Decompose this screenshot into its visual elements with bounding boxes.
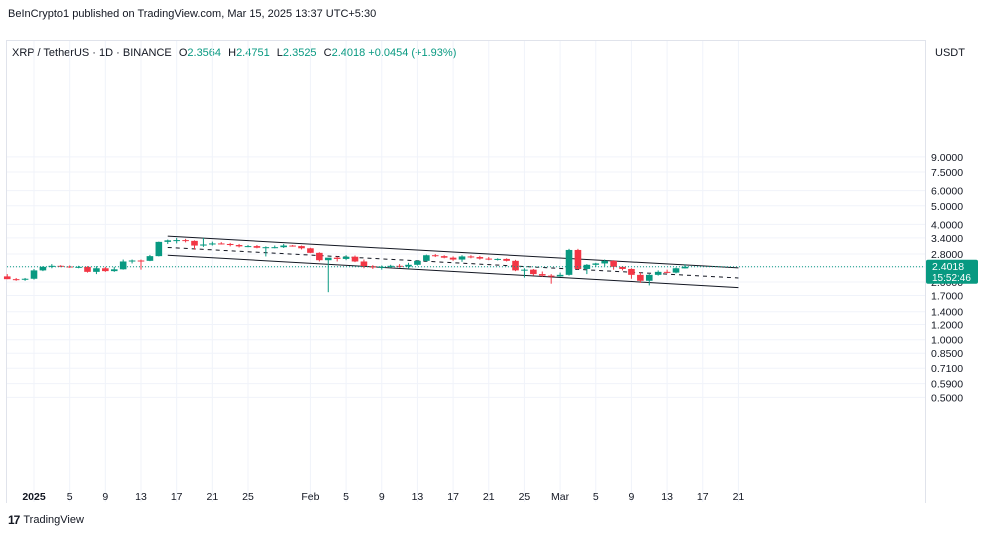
price-tick-label: 0.7100	[931, 363, 963, 375]
open-label: O	[178, 47, 188, 59]
close-label: C	[323, 47, 332, 59]
high-label: H	[228, 47, 237, 59]
price-tick-label: 2.4000	[931, 262, 963, 274]
chart-frame	[6, 40, 926, 503]
price-tick-label: 6.0000	[931, 186, 963, 198]
tradingview-footer: 17 TradingView	[8, 513, 84, 527]
price-tick-label: 0.8500	[931, 348, 963, 360]
price-tag-value: 2.4018	[932, 261, 964, 273]
price-tick-label: 9.0000	[931, 152, 963, 164]
price-axis[interactable]: 9.0000 7.5000 6.0000 5.0000 4.0000 3.4000 2.80…	[931, 152, 963, 405]
price-tick-label: 4.0000	[931, 219, 963, 231]
symbol-name[interactable]: XRP / TetherUS · 1D · BINANCE	[12, 47, 172, 59]
price-tick-label: 1.0000	[931, 335, 963, 347]
price-tick-label: 0.5000	[931, 392, 963, 404]
tradingview-brand: TradingView	[23, 514, 84, 526]
price-tick-label: 2.8000	[931, 249, 963, 261]
publisher-caption: BeInCrypto1 published on TradingView.com…	[8, 8, 377, 20]
price-tick-label: 2.0000	[931, 277, 963, 289]
currency-label[interactable]: USDT	[935, 47, 965, 59]
price-tick-label: 1.4000	[931, 307, 963, 319]
low-value: 2.3525	[282, 47, 317, 59]
symbol-legend: XRP / TetherUS · 1D · BINANCE O2.3564 H2…	[12, 47, 456, 59]
tradingview-logo-icon: 17	[8, 513, 20, 527]
price-tag-box	[926, 259, 978, 284]
open-value: 2.3564	[187, 47, 222, 59]
price-tick-label: 1.2000	[931, 320, 963, 332]
close-value: 2.4018	[331, 47, 366, 59]
price-tag-countdown: 15:52:46	[932, 273, 971, 284]
price-tick-label: 0.5900	[931, 379, 963, 391]
price-tick-label: 3.4000	[931, 233, 963, 245]
price-tick-label: 7.5000	[931, 167, 963, 179]
low-label: L	[276, 47, 283, 59]
high-value: 2.4751	[236, 47, 270, 59]
change-value: +0.0454 (+1.93%)	[368, 47, 457, 59]
last-price-tag: 2.4018 15:52:46	[926, 259, 978, 284]
price-tick-label: 1.7000	[931, 291, 963, 303]
price-tick-label: 5.0000	[931, 201, 963, 213]
